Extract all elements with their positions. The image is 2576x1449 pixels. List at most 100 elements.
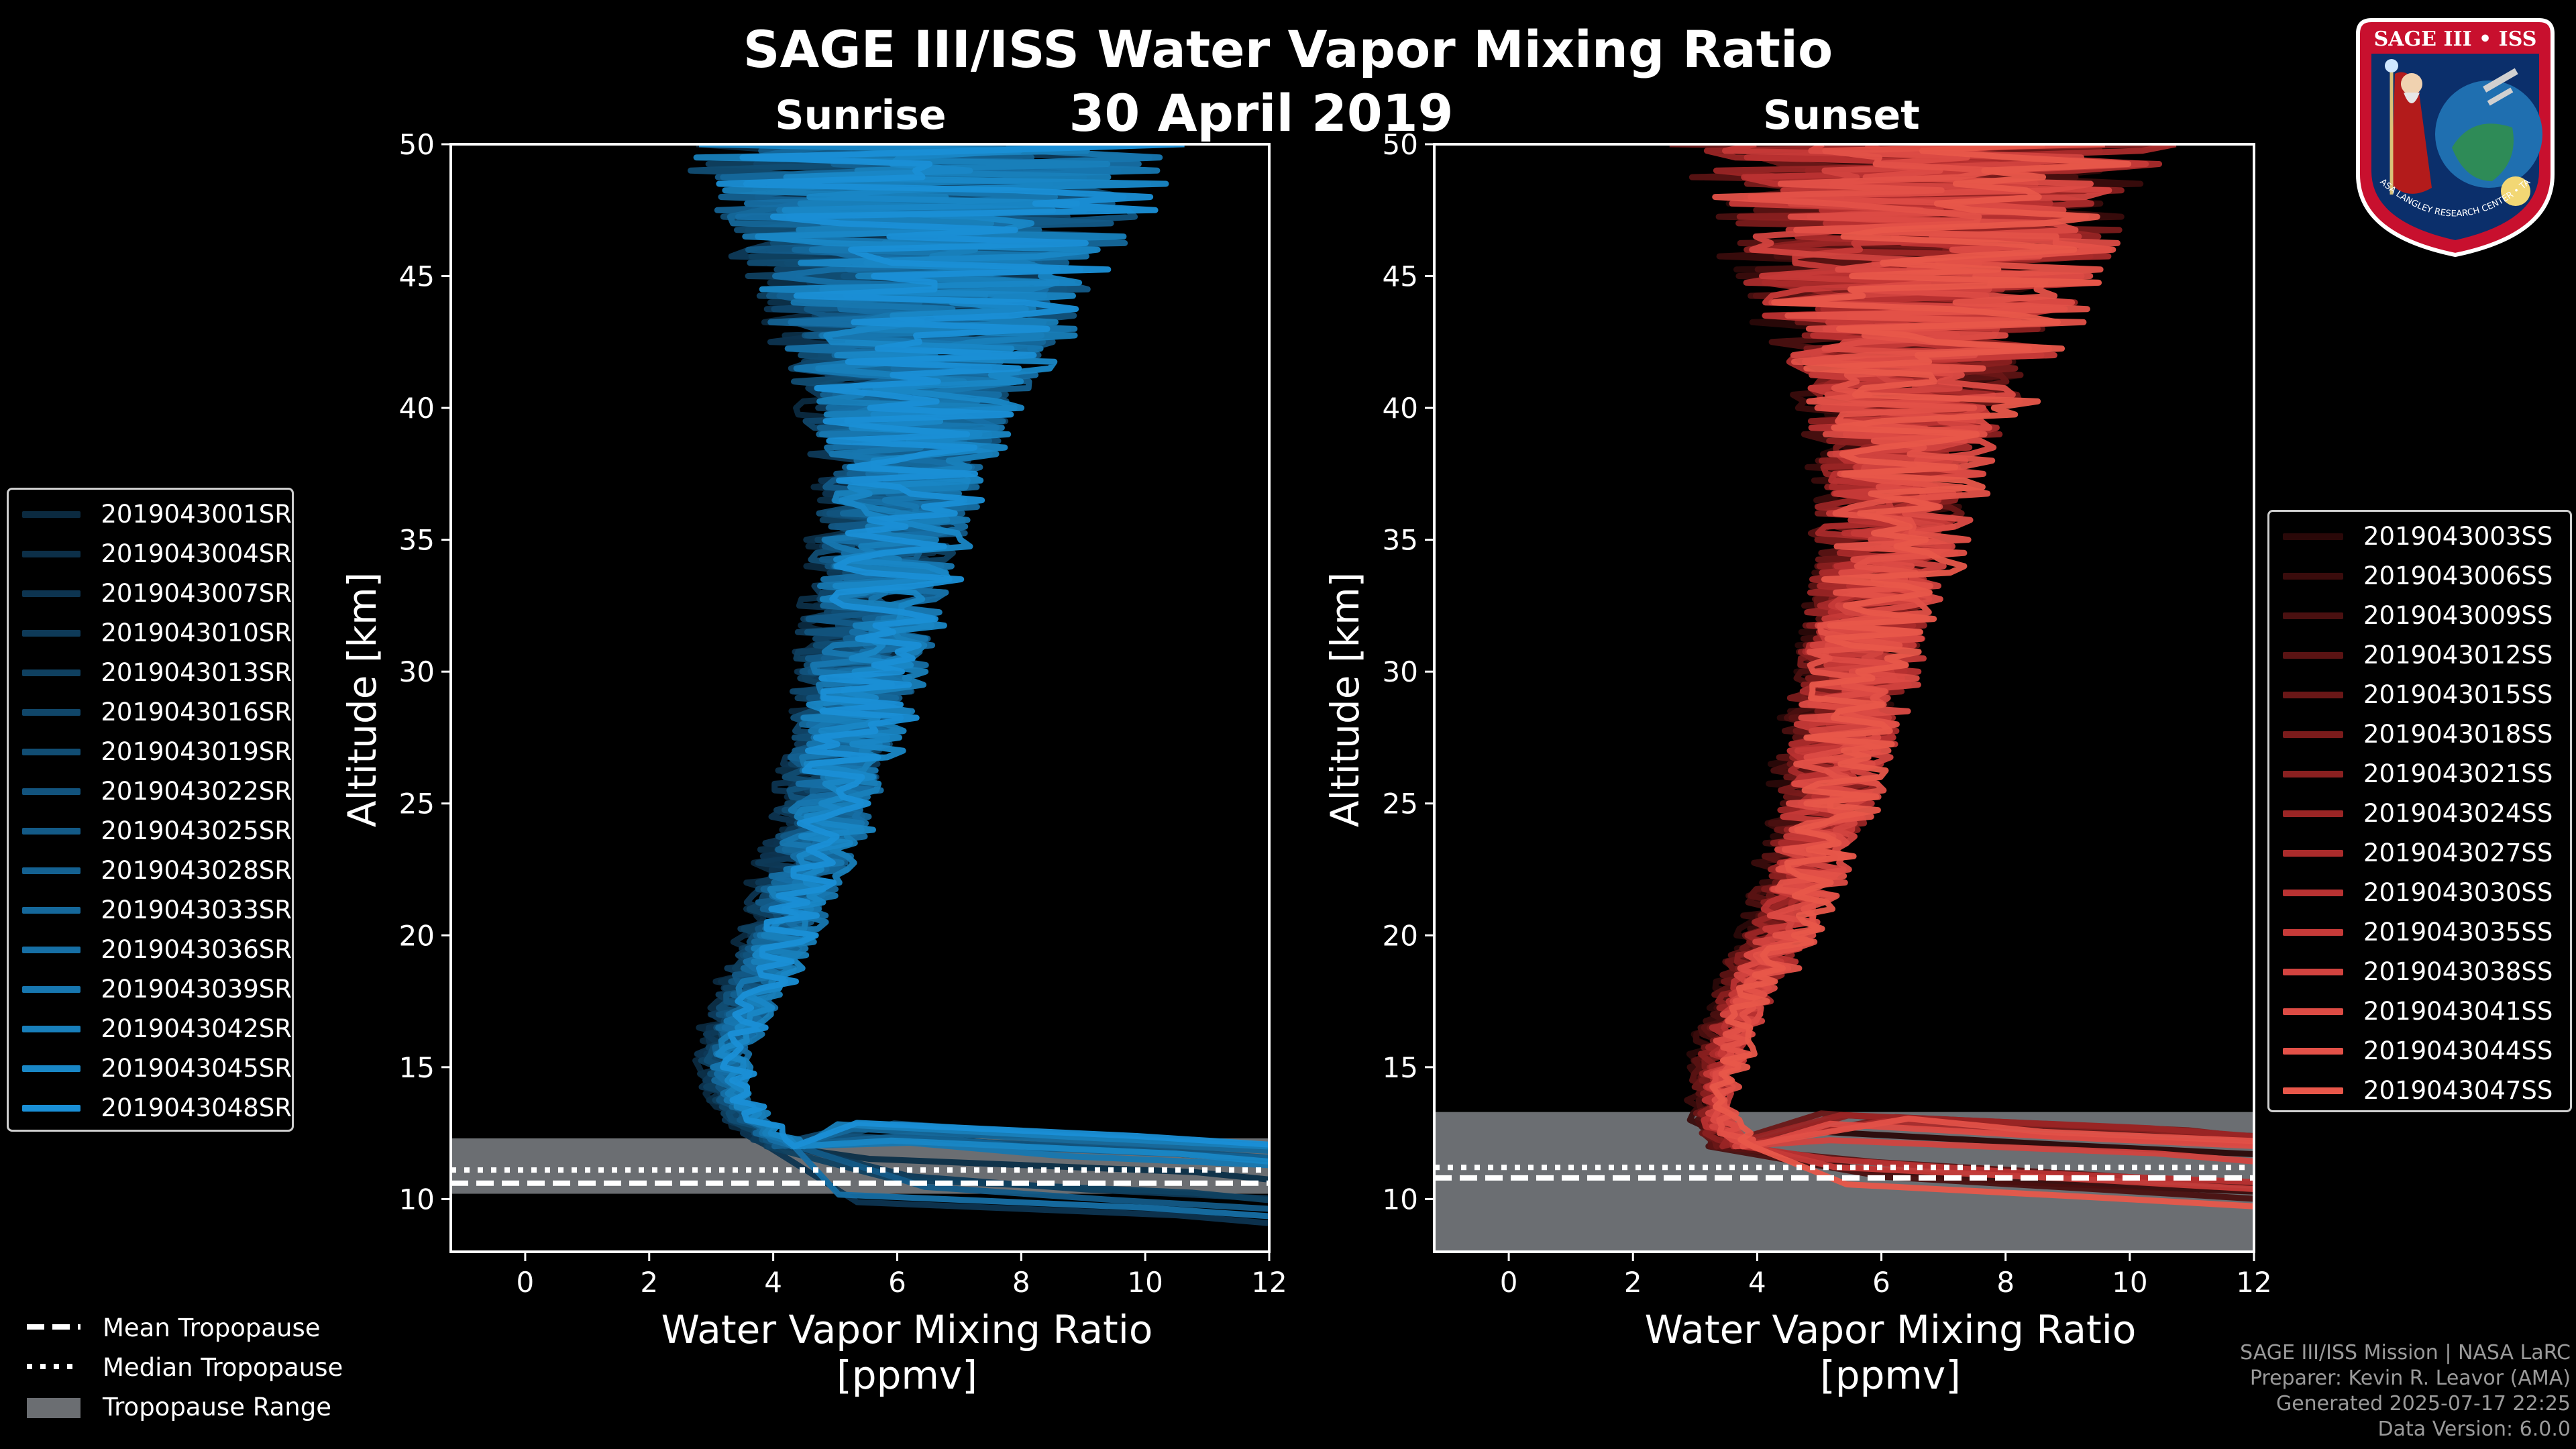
sunrise-legend-swatch bbox=[22, 985, 81, 993]
sunset-legend-swatch bbox=[2283, 572, 2343, 580]
sunset-y-tick-label: 35 bbox=[1383, 524, 1418, 557]
sunrise-x-axis-label-2: [ppmv] bbox=[837, 1352, 977, 1398]
tropopause-range-legend-symbol bbox=[27, 1398, 80, 1418]
sunrise-legend-swatch bbox=[22, 1065, 81, 1072]
sunset-x-tick-label: 4 bbox=[1748, 1266, 1766, 1299]
sunset-y-tick-label: 10 bbox=[1383, 1183, 1418, 1216]
sunset-legend-item: 2019043012SS bbox=[2269, 635, 2570, 675]
sunrise-legend-swatch bbox=[22, 1104, 81, 1112]
sunrise-legend-swatch bbox=[22, 1025, 81, 1032]
sunset-legend-item: 2019043038SS bbox=[2269, 952, 2570, 991]
sunrise-legend-swatch bbox=[22, 827, 81, 835]
sunset-legend-label: 2019043021SS bbox=[2363, 759, 2553, 788]
sunset-legend-item: 2019043021SS bbox=[2269, 754, 2570, 794]
sunset-legend-item: 2019043044SS bbox=[2269, 1031, 2570, 1071]
sunset-y-tick-label: 40 bbox=[1383, 392, 1418, 425]
badge-title: SAGE III • ISS bbox=[2374, 28, 2537, 51]
sunrise-legend-item: 2019043033SR bbox=[9, 890, 292, 930]
sunset-chart: Sunset 0 2 4 6 8 10 12 10 15 20 25 30 35 40 45 50 Altit… bbox=[1322, 92, 2272, 1398]
sunset-legend-swatch bbox=[2283, 691, 2343, 698]
sunset-legend-swatch bbox=[2283, 731, 2343, 738]
sunrise-x-tick-label: 12 bbox=[1251, 1266, 1287, 1299]
sunrise-legend-swatch bbox=[22, 629, 81, 637]
sunrise-legend-item: 2019043013SR bbox=[9, 653, 292, 692]
sunrise-y-tick-label: 25 bbox=[399, 788, 435, 820]
sunset-y-tick-label: 45 bbox=[1383, 260, 1418, 293]
sunrise-x-tick-label: 6 bbox=[888, 1266, 906, 1299]
figure-title: SAGE III/ISS Water Vapor Mixing Ratio bbox=[743, 19, 1833, 79]
sunset-legend-swatch bbox=[2283, 810, 2343, 817]
sunrise-legend-item: 2019043048SR bbox=[9, 1088, 292, 1128]
sunset-legend-item: 2019043015SS bbox=[2269, 675, 2570, 714]
figure-date: 30 April 2019 bbox=[1069, 83, 1453, 143]
sunset-x-axis-label-2: [ppmv] bbox=[1820, 1352, 1961, 1398]
sunrise-legend-item: 2019043010SR bbox=[9, 613, 292, 653]
sunrise-legend: 2019043001SR 2019043004SR 2019043007SR 2019… bbox=[7, 488, 294, 1132]
sunset-legend-label: 2019043035SS bbox=[2363, 918, 2553, 947]
sunset-legend-label: 2019043041SS bbox=[2363, 997, 2553, 1026]
sunset-legend-swatch bbox=[2283, 651, 2343, 659]
sunset-legend-label: 2019043030SS bbox=[2363, 878, 2553, 907]
sunset-legend-item: 2019043006SS bbox=[2269, 556, 2570, 596]
sunrise-legend-label: 2019043048SR bbox=[101, 1093, 292, 1122]
sunrise-legend-item: 2019043025SR bbox=[9, 811, 292, 851]
sunrise-x-tick-label: 4 bbox=[764, 1266, 782, 1299]
sunrise-x-axis-label-1: Water Vapor Mixing Ratio bbox=[661, 1307, 1153, 1352]
sunset-legend-label: 2019043009SS bbox=[2363, 601, 2553, 630]
sunrise-legend-label: 2019043039SR bbox=[101, 975, 292, 1004]
sunrise-legend-label: 2019043036SR bbox=[101, 935, 292, 964]
sunset-legend-label: 2019043027SS bbox=[2363, 839, 2553, 867]
sunset-legend-label: 2019043024SS bbox=[2363, 799, 2553, 828]
sunrise-chart: Sunrise 0 2 4 6 8 10 12 10 15 20 25 30 35 40 45 50 Alti… bbox=[339, 92, 1287, 1398]
sunrise-legend-label: 2019043007SR bbox=[101, 579, 292, 608]
sunrise-x-tick-label: 0 bbox=[517, 1266, 535, 1299]
sunset-legend-item: 2019043009SS bbox=[2269, 596, 2570, 635]
sunset-legend-label: 2019043018SS bbox=[2363, 720, 2553, 749]
sunrise-legend-label: 2019043019SR bbox=[101, 737, 292, 766]
sunrise-legend-label: 2019043028SR bbox=[101, 856, 292, 885]
sunrise-legend-label: 2019043045SR bbox=[101, 1054, 292, 1083]
sunset-legend-swatch bbox=[2283, 968, 2343, 975]
sunrise-legend-label: 2019043033SR bbox=[101, 896, 292, 924]
sunset-legend-label: 2019043003SS bbox=[2363, 522, 2553, 551]
sunset-legend-label: 2019043012SS bbox=[2363, 641, 2553, 669]
sunrise-legend-item: 2019043022SR bbox=[9, 771, 292, 811]
sunset-legend-label: 2019043006SS bbox=[2363, 561, 2553, 590]
sunrise-x-tick-label: 2 bbox=[640, 1266, 658, 1299]
sunset-legend-label: 2019043038SS bbox=[2363, 957, 2553, 986]
sunrise-y-tick-label: 40 bbox=[399, 392, 435, 425]
sunset-legend-item: 2019043003SS bbox=[2269, 517, 2570, 556]
sunrise-legend-swatch bbox=[22, 590, 81, 597]
tropopause-legend: Mean Tropopause Median Tropopause Tropop… bbox=[20, 1308, 343, 1427]
sunset-x-axis-label-1: Water Vapor Mixing Ratio bbox=[1645, 1307, 2137, 1352]
sunset-legend-swatch bbox=[2283, 612, 2343, 619]
sunset-legend-item: 2019043018SS bbox=[2269, 714, 2570, 754]
sunrise-legend-swatch bbox=[22, 946, 81, 953]
sunset-x-tick-label: 0 bbox=[1500, 1266, 1518, 1299]
sunset-legend-label: 2019043044SS bbox=[2363, 1036, 2553, 1065]
sunrise-legend-item: 2019043042SR bbox=[9, 1009, 292, 1049]
sunrise-legend-swatch bbox=[22, 906, 81, 914]
sunrise-legend-swatch bbox=[22, 748, 81, 755]
sunrise-legend-item: 2019043016SR bbox=[9, 692, 292, 732]
sunrise-y-tick-label: 20 bbox=[399, 919, 435, 952]
sunset-legend-swatch bbox=[2283, 1087, 2343, 1094]
sunset-legend-label: 2019043015SS bbox=[2363, 680, 2553, 709]
sunrise-legend-item: 2019043007SR bbox=[9, 574, 292, 613]
sunrise-legend-label: 2019043004SR bbox=[101, 539, 292, 568]
sunrise-y-tick-label: 10 bbox=[399, 1183, 435, 1216]
mission-badge-logo: SAGE III • ISS BALL • NASA LANGLEY RESEA… bbox=[2345, 13, 2555, 258]
sunset-y-tick-label: 20 bbox=[1383, 919, 1418, 952]
sunrise-legend-item: 2019043045SR bbox=[9, 1049, 292, 1088]
sunset-x-tick-label: 8 bbox=[1996, 1266, 2015, 1299]
sunset-y-tick-label: 25 bbox=[1383, 788, 1418, 820]
sunset-y-axis-label: Altitude [km] bbox=[1322, 572, 1368, 827]
sunset-legend: 2019043003SS 2019043006SS 2019043009SS 2019… bbox=[2267, 510, 2572, 1112]
footer-mission: SAGE III/ISS Mission | NASA LaRC bbox=[2240, 1341, 2571, 1364]
sunset-legend-item: 2019043024SS bbox=[2269, 794, 2570, 833]
sunset-x-tick-label: 6 bbox=[1872, 1266, 1890, 1299]
sunrise-legend-item: 2019043028SR bbox=[9, 851, 292, 890]
sunrise-legend-swatch bbox=[22, 788, 81, 795]
sunrise-panel-title: Sunrise bbox=[775, 92, 946, 139]
